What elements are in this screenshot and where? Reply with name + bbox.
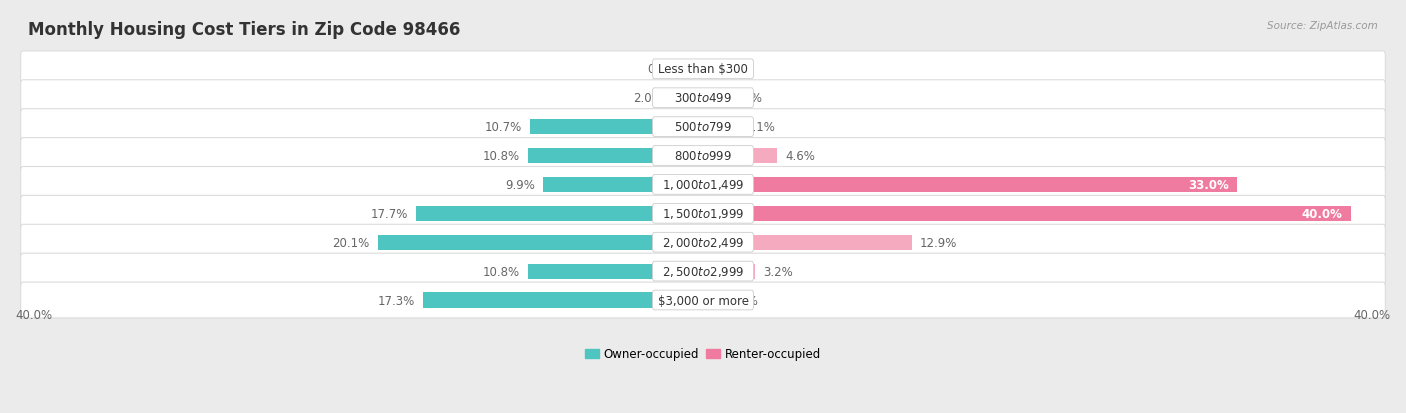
Legend: Owner-occupied, Renter-occupied: Owner-occupied, Renter-occupied <box>579 343 827 366</box>
FancyBboxPatch shape <box>652 60 754 79</box>
Bar <box>703 149 778 164</box>
Text: 12.9%: 12.9% <box>920 236 957 249</box>
FancyBboxPatch shape <box>652 117 754 137</box>
Text: 0.25%: 0.25% <box>716 63 752 76</box>
Text: 33.0%: 33.0% <box>1188 178 1229 192</box>
Bar <box>703 178 1237 192</box>
Bar <box>703 120 737 135</box>
Bar <box>529 149 703 164</box>
FancyBboxPatch shape <box>652 175 754 195</box>
Text: 40.0%: 40.0% <box>15 308 52 321</box>
Text: Less than $300: Less than $300 <box>658 63 748 76</box>
Text: 4.6%: 4.6% <box>786 150 815 163</box>
Text: 20.1%: 20.1% <box>332 236 370 249</box>
Text: 1.1%: 1.1% <box>728 294 759 307</box>
FancyBboxPatch shape <box>652 204 754 223</box>
FancyBboxPatch shape <box>21 225 1385 261</box>
Text: $2,500 to $2,999: $2,500 to $2,999 <box>662 264 744 278</box>
Text: 40.0%: 40.0% <box>1354 308 1391 321</box>
Text: 9.9%: 9.9% <box>505 178 534 192</box>
Text: $800 to $999: $800 to $999 <box>673 150 733 163</box>
FancyBboxPatch shape <box>652 261 754 281</box>
Text: 17.3%: 17.3% <box>378 294 415 307</box>
FancyBboxPatch shape <box>652 290 754 310</box>
FancyBboxPatch shape <box>652 146 754 166</box>
Text: 2.0%: 2.0% <box>633 92 662 105</box>
Text: 17.7%: 17.7% <box>371 207 408 220</box>
FancyBboxPatch shape <box>21 196 1385 232</box>
Bar <box>703 206 1351 221</box>
Bar <box>423 293 703 308</box>
Bar <box>692 62 703 77</box>
FancyBboxPatch shape <box>21 167 1385 203</box>
Bar <box>378 235 703 250</box>
Bar <box>703 91 717 106</box>
Text: Monthly Housing Cost Tiers in Zip Code 98466: Monthly Housing Cost Tiers in Zip Code 9… <box>28 21 461 38</box>
FancyBboxPatch shape <box>652 89 754 108</box>
Text: 0.85%: 0.85% <box>725 92 762 105</box>
FancyBboxPatch shape <box>21 109 1385 145</box>
Text: Source: ZipAtlas.com: Source: ZipAtlas.com <box>1267 21 1378 31</box>
Bar <box>529 264 703 279</box>
Text: 3.2%: 3.2% <box>763 265 793 278</box>
Text: $2,000 to $2,499: $2,000 to $2,499 <box>662 236 744 249</box>
Text: 10.8%: 10.8% <box>482 265 520 278</box>
Text: $3,000 or more: $3,000 or more <box>658 294 748 307</box>
Text: 10.7%: 10.7% <box>485 121 522 134</box>
Text: 0.66%: 0.66% <box>647 63 685 76</box>
FancyBboxPatch shape <box>21 52 1385 88</box>
Bar <box>671 91 703 106</box>
Bar <box>703 62 707 77</box>
FancyBboxPatch shape <box>21 282 1385 318</box>
FancyBboxPatch shape <box>21 254 1385 290</box>
Bar <box>543 178 703 192</box>
Text: 40.0%: 40.0% <box>1302 207 1343 220</box>
Text: $500 to $799: $500 to $799 <box>673 121 733 134</box>
Bar <box>703 264 755 279</box>
Text: $300 to $499: $300 to $499 <box>673 92 733 105</box>
FancyBboxPatch shape <box>21 81 1385 116</box>
Bar <box>530 120 703 135</box>
Bar <box>703 293 721 308</box>
FancyBboxPatch shape <box>652 233 754 252</box>
FancyBboxPatch shape <box>21 138 1385 174</box>
Text: $1,000 to $1,499: $1,000 to $1,499 <box>662 178 744 192</box>
Text: $1,500 to $1,999: $1,500 to $1,999 <box>662 207 744 221</box>
Bar <box>416 206 703 221</box>
Bar <box>703 235 912 250</box>
Text: 10.8%: 10.8% <box>482 150 520 163</box>
Text: 2.1%: 2.1% <box>745 121 775 134</box>
